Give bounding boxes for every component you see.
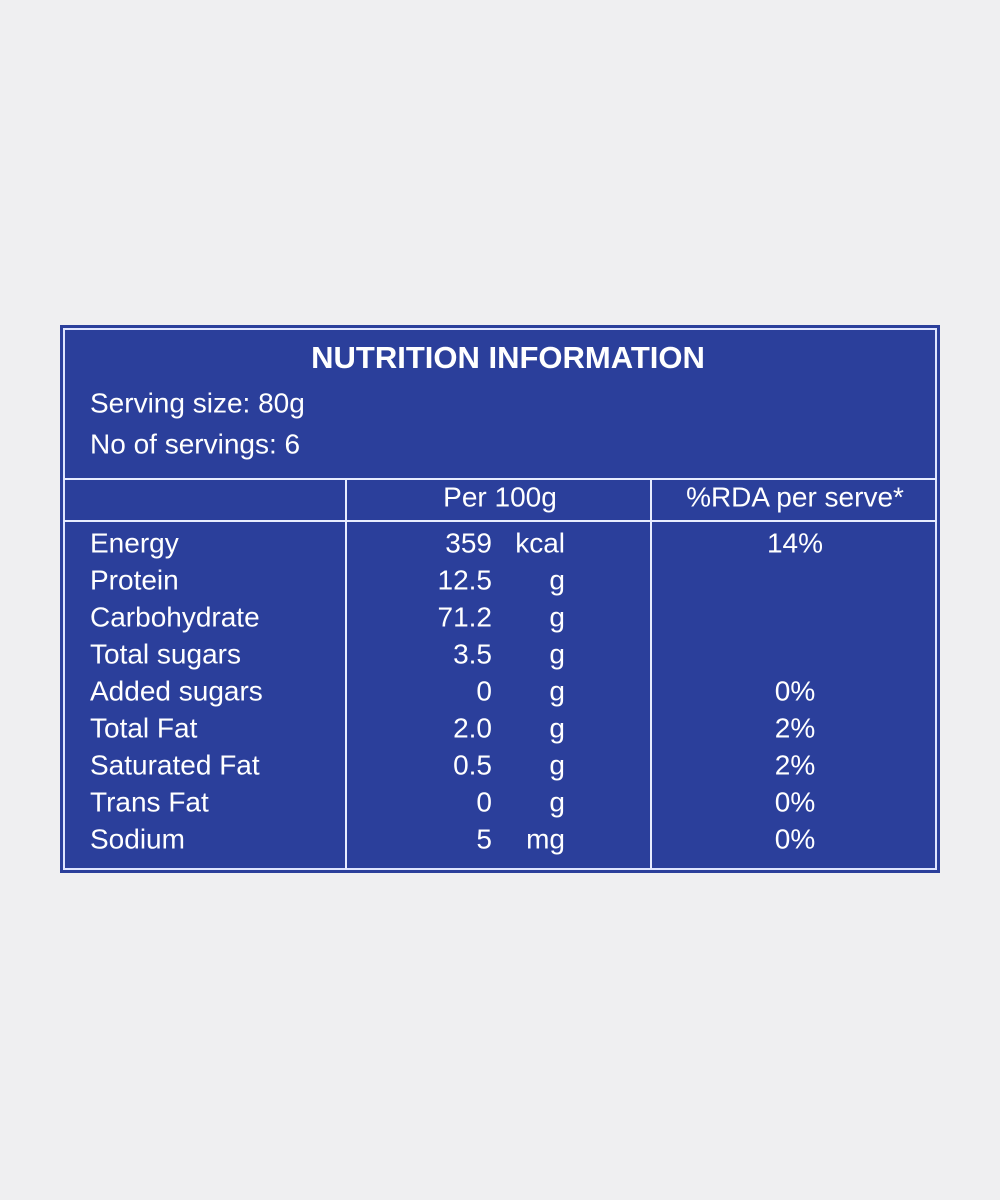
unit: mg [526,823,565,854]
nutrient-name: Saturated Fat [90,749,260,780]
unit: g [549,564,565,595]
column-header: Per 100g [443,481,557,512]
unit: g [549,712,565,743]
rda: 0% [775,786,815,817]
rda: 14% [767,527,823,558]
label-panel [60,325,940,873]
servings: No of servings: 6 [90,428,300,459]
nutrient-name: Energy [90,527,179,558]
unit: g [549,638,565,669]
nutrient-name: Total Fat [90,712,198,743]
rda: 2% [775,712,815,743]
amount: 0 [476,675,492,706]
nutrient-name: Total sugars [90,638,241,669]
panel-border [63,328,937,870]
unit: g [549,675,565,706]
rda: 0% [775,675,815,706]
unit: g [549,786,565,817]
nutrient-name: Added sugars [90,675,263,706]
amount: 0 [476,786,492,817]
column-header: %RDA per serve* [686,481,904,512]
rda: 0% [775,823,815,854]
rda: 2% [775,749,815,780]
amount: 5 [476,823,492,854]
amount: 3.5 [453,638,492,669]
amount: 0.5 [453,749,492,780]
unit: kcal [515,527,565,558]
nutrient-name: Protein [90,564,179,595]
nutrient-name: Trans Fat [90,786,209,817]
serving-size: Serving size: 80g [90,387,305,418]
amount: 12.5 [438,564,493,595]
amount: 2.0 [453,712,492,743]
unit: g [549,601,565,632]
unit: g [549,749,565,780]
nutrient-name: Sodium [90,823,185,854]
title: NUTRITION INFORMATION [311,340,705,375]
amount: 71.2 [438,601,493,632]
amount: 359 [445,527,492,558]
nutrient-name: Carbohydrate [90,601,260,632]
